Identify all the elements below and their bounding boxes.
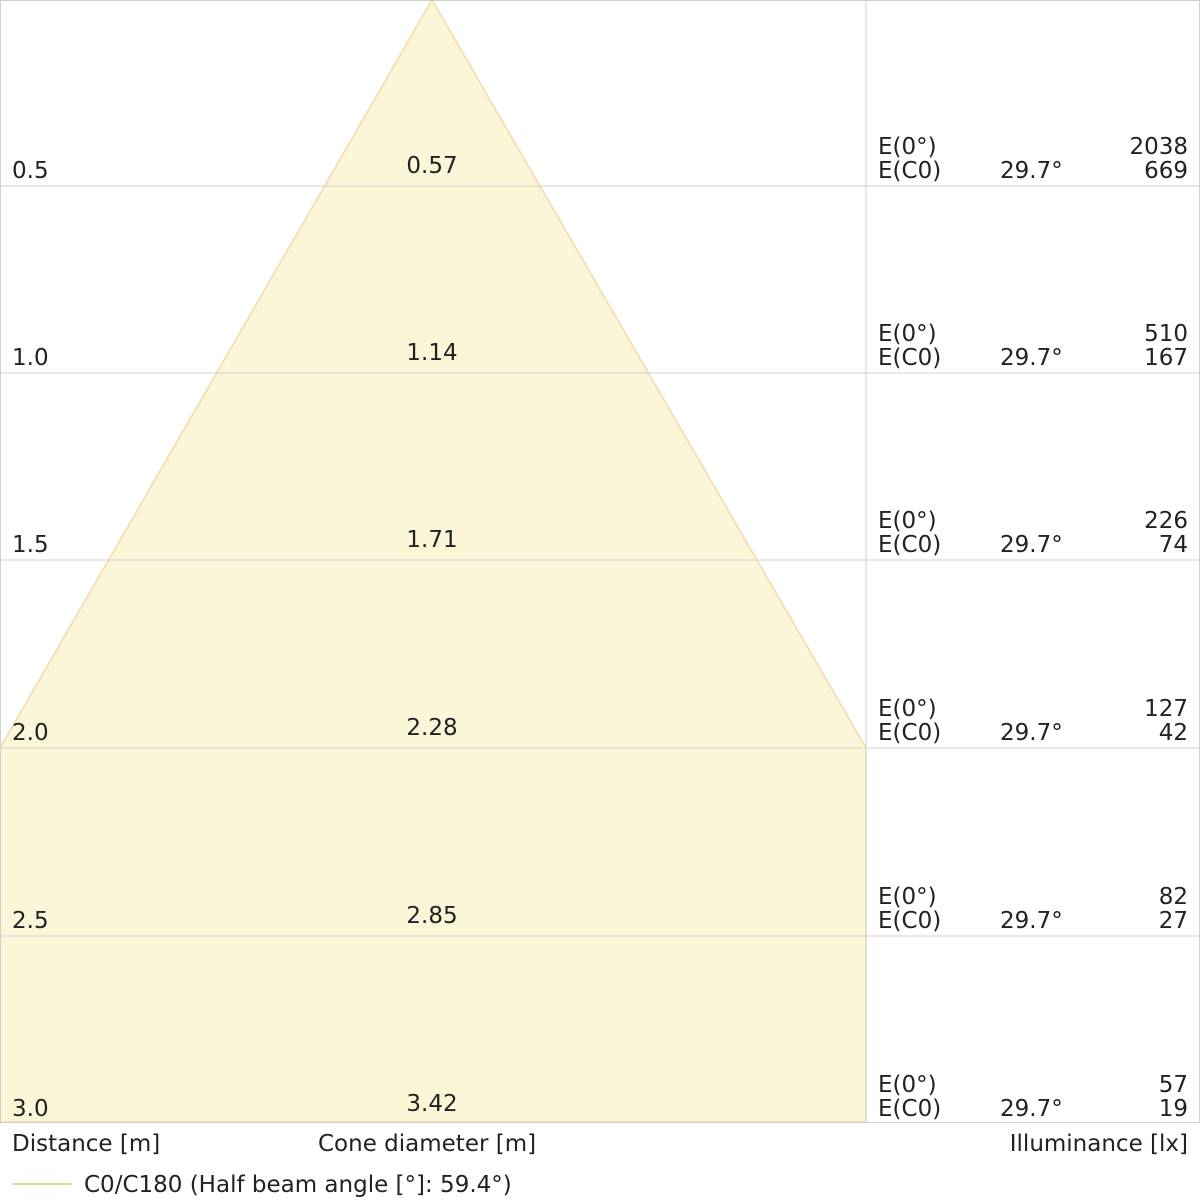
ec0-illuminance-value: 74 (1159, 532, 1188, 558)
distance-label: 3.0 (12, 1096, 49, 1122)
illuminance-axis-label: Illuminance [lx] (1010, 1131, 1188, 1157)
cone-diameter-value: 3.42 (406, 1091, 457, 1117)
half-angle-value: 29.7° (1000, 532, 1063, 558)
e0-illuminance-value: 510 (1144, 321, 1188, 347)
ec0-label: E(C0) (878, 345, 941, 371)
e0-illuminance-value: 2038 (1129, 134, 1188, 160)
ec0-label: E(C0) (878, 720, 941, 746)
cone-diameter-value: 2.85 (406, 903, 457, 929)
distance-label: 1.0 (12, 345, 49, 371)
ec0-illuminance-value: 42 (1159, 720, 1188, 746)
cone-diameter-axis-label: Cone diameter [m] (318, 1131, 536, 1157)
cone-diameter-value: 2.28 (406, 715, 457, 741)
ec0-label: E(C0) (878, 908, 941, 934)
distance-label: 1.5 (12, 532, 49, 558)
half-angle-value: 29.7° (1000, 1096, 1063, 1122)
ec0-label: E(C0) (878, 1096, 941, 1122)
ec0-label: E(C0) (878, 158, 941, 184)
ec0-illuminance-value: 669 (1144, 158, 1188, 184)
ec0-illuminance-value: 19 (1159, 1096, 1188, 1122)
half-angle-value: 29.7° (1000, 158, 1063, 184)
half-angle-value: 29.7° (1000, 720, 1063, 746)
e0-label: E(0°) (878, 134, 937, 160)
distance-label: 2.0 (12, 720, 49, 746)
e0-label: E(0°) (878, 1072, 937, 1098)
e0-label: E(0°) (878, 884, 937, 910)
e0-illuminance-value: 127 (1144, 696, 1188, 722)
e0-label: E(0°) (878, 696, 937, 722)
distance-label: 2.5 (12, 908, 49, 934)
distance-axis-label: Distance [m] (12, 1131, 160, 1157)
cone-diameter-value: 1.71 (406, 527, 457, 553)
e0-illuminance-value: 57 (1159, 1072, 1188, 1098)
cone-diameter-value: 1.14 (406, 340, 457, 366)
e0-label: E(0°) (878, 321, 937, 347)
cone-diameter-value: 0.57 (406, 153, 457, 179)
e0-illuminance-value: 82 (1159, 884, 1188, 910)
e0-label: E(0°) (878, 508, 937, 534)
distance-label: 0.5 (12, 158, 49, 184)
half-angle-value: 29.7° (1000, 908, 1063, 934)
legend-label: C0/C180 (Half beam angle [°]: 59.4°) (84, 1172, 512, 1198)
ec0-label: E(C0) (878, 532, 941, 558)
e0-illuminance-value: 226 (1144, 508, 1188, 534)
grid-lines (0, 185, 1200, 937)
ec0-illuminance-value: 167 (1144, 345, 1188, 371)
ec0-illuminance-value: 27 (1159, 908, 1188, 934)
half-angle-value: 29.7° (1000, 345, 1063, 371)
